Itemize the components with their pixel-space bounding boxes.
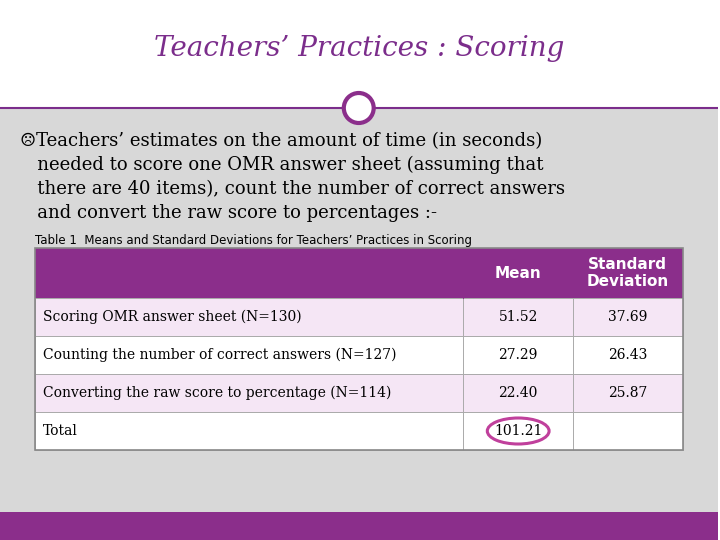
Text: 37.69: 37.69 bbox=[608, 310, 647, 324]
FancyBboxPatch shape bbox=[35, 248, 683, 298]
Text: 51.52: 51.52 bbox=[498, 310, 538, 324]
Text: Table 1  Means and Standard Deviations for Teachers’ Practices in Scoring: Table 1 Means and Standard Deviations fo… bbox=[35, 234, 472, 247]
Text: and convert the raw score to percentages :-: and convert the raw score to percentages… bbox=[20, 204, 437, 222]
FancyBboxPatch shape bbox=[0, 108, 718, 512]
Text: Teachers’ Practices : Scoring: Teachers’ Practices : Scoring bbox=[153, 36, 564, 63]
FancyBboxPatch shape bbox=[35, 336, 683, 374]
Text: Total: Total bbox=[43, 424, 78, 438]
Text: Converting the raw score to percentage (N=114): Converting the raw score to percentage (… bbox=[43, 386, 391, 400]
Text: 27.29: 27.29 bbox=[498, 348, 538, 362]
Text: Standard
Deviation: Standard Deviation bbox=[587, 257, 669, 289]
Text: there are 40 items), count the number of correct answers: there are 40 items), count the number of… bbox=[20, 180, 565, 198]
Text: 26.43: 26.43 bbox=[608, 348, 647, 362]
Text: Mean: Mean bbox=[495, 266, 541, 280]
Text: 101.21: 101.21 bbox=[494, 424, 542, 438]
Text: Scoring OMR answer sheet (N=130): Scoring OMR answer sheet (N=130) bbox=[43, 310, 302, 324]
FancyBboxPatch shape bbox=[35, 374, 683, 412]
Text: Counting the number of correct answers (N=127): Counting the number of correct answers (… bbox=[43, 348, 396, 362]
Text: ☹Teachers’ estimates on the amount of time (in seconds): ☹Teachers’ estimates on the amount of ti… bbox=[20, 132, 542, 150]
Text: needed to score one OMR answer sheet (assuming that: needed to score one OMR answer sheet (as… bbox=[20, 156, 544, 174]
Circle shape bbox=[344, 93, 374, 123]
Ellipse shape bbox=[487, 418, 549, 444]
FancyBboxPatch shape bbox=[0, 512, 718, 540]
FancyBboxPatch shape bbox=[35, 298, 683, 336]
Text: 22.40: 22.40 bbox=[498, 386, 538, 400]
FancyBboxPatch shape bbox=[0, 0, 718, 108]
Text: 25.87: 25.87 bbox=[608, 386, 647, 400]
FancyBboxPatch shape bbox=[35, 412, 683, 450]
